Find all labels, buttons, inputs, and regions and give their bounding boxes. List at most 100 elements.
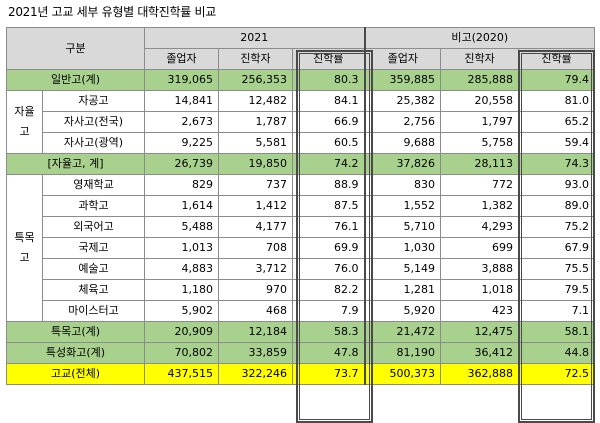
row-label: 체육고	[42, 279, 145, 301]
cell-rate-2021: 80.3	[291, 69, 366, 91]
cell-graduates-2020: 5,149	[363, 258, 442, 280]
table-row: 특목고(계) 20,909 12,184 58.3 21,472 12,475 58.1	[6, 321, 596, 343]
cell-entrants-2021: 256,353	[218, 69, 293, 91]
cell-rate-2020: 44.8	[518, 342, 596, 364]
table-row: 특성화고(계) 70,802 33,859 47.8 81,190 36,412 44.8	[6, 342, 596, 364]
row-label: 일반고(계)	[6, 69, 145, 91]
cell-rate-2021: 76.1	[291, 216, 366, 238]
cell-entrants-2021: 1,787	[218, 111, 293, 133]
table-row: 자사고(광역) 9,225 5,581 60.5 9,688 5,758 59.4	[7, 132, 596, 154]
cell-entrants-2020: 3,888	[440, 258, 520, 280]
cell-entrants-2020: 699	[440, 237, 520, 259]
cell-entrants-2021: 1,412	[218, 195, 293, 217]
cell-graduates-2020: 1,030	[363, 237, 442, 259]
table-row: 자율 고 자공고 14,841 12,482 84.1 25,382 20,558 81.0	[6, 90, 596, 154]
cell-entrants-2020: 20,558	[440, 90, 520, 112]
cell-graduates-2021: 20,909	[144, 321, 219, 343]
cell-graduates-2020: 359,885	[363, 69, 442, 91]
cell-rate-2021: 84.1	[291, 90, 366, 112]
cell-rate-2020: 89.0	[518, 195, 596, 217]
row-label: 과학고	[42, 195, 145, 217]
cell-entrants-2020: 772	[440, 174, 520, 196]
cell-graduates-2020: 5,920	[363, 300, 442, 322]
cell-entrants-2021: 5,581	[218, 132, 293, 154]
cell-graduates-2020: 37,826	[363, 153, 442, 175]
row-label: 자공고	[42, 90, 145, 112]
row-label: 자사고(전국)	[42, 111, 145, 133]
cell-graduates-2020: 21,472	[363, 321, 442, 343]
cell-graduates-2020: 25,382	[363, 90, 442, 112]
cell-entrants-2020: 362,888	[440, 363, 520, 385]
cell-entrants-2021: 970	[218, 279, 293, 301]
cell-entrants-2020: 1,018	[440, 279, 520, 301]
cell-rate-2020: 75.2	[518, 216, 596, 238]
cell-entrants-2020: 285,888	[440, 69, 520, 91]
cell-graduates-2021: 2,673	[144, 111, 219, 133]
cell-graduates-2021: 4,883	[144, 258, 219, 280]
row-label: 예술고	[42, 258, 145, 280]
cell-entrants-2020: 12,475	[440, 321, 520, 343]
header-entrants-2020: 진학자	[440, 48, 520, 70]
cell-graduates-2021: 437,515	[144, 363, 219, 385]
table-row: 고교(전체) 437,515 322,246 73.7 500,373 362,888 72…	[6, 363, 596, 385]
cell-rate-2021: 74.2	[291, 153, 366, 175]
cell-graduates-2021: 5,902	[144, 300, 219, 322]
cell-graduates-2021: 5,488	[144, 216, 219, 238]
cell-entrants-2021: 19,850	[218, 153, 293, 175]
cell-graduates-2020: 1,552	[363, 195, 442, 217]
group-label-jayul: 자율 고	[6, 90, 43, 154]
cell-graduates-2021: 1,013	[144, 237, 219, 259]
cell-graduates-2020: 2,756	[363, 111, 442, 133]
table-row: [자율고, 계] 26,739 19,850 74.2 37,826 28,113 74.3	[6, 153, 596, 175]
row-label: 영재학교	[42, 174, 145, 196]
cell-rate-2021: 87.5	[291, 195, 366, 217]
cell-graduates-2021: 1,614	[144, 195, 219, 217]
cell-entrants-2020: 28,113	[440, 153, 520, 175]
cell-entrants-2021: 3,712	[218, 258, 293, 280]
header-rate-2020: 진학률	[518, 48, 596, 70]
group-label-teukmok: 특목 고	[6, 174, 43, 322]
cell-graduates-2021: 829	[144, 174, 219, 196]
cell-rate-2020: 79.5	[518, 279, 596, 301]
cell-rate-2020: 72.5	[518, 363, 596, 385]
table-row: 일반고(계) 319,065 256,353 80.3 359,885 285,888 79…	[6, 69, 596, 91]
cell-graduates-2020: 81,190	[363, 342, 442, 364]
cell-entrants-2021: 737	[218, 174, 293, 196]
header-category: 구분	[6, 27, 145, 70]
cell-graduates-2021: 70,802	[144, 342, 219, 364]
cell-rate-2020: 93.0	[518, 174, 596, 196]
cell-rate-2021: 58.3	[291, 321, 366, 343]
row-label: 마이스터고	[42, 300, 145, 322]
cell-rate-2020: 59.4	[518, 132, 596, 154]
cell-rate-2020: 79.4	[518, 69, 596, 91]
table-row: 마이스터고 5,902 468 7.9 5,920 423 7.1	[7, 300, 596, 322]
cell-graduates-2020: 830	[363, 174, 442, 196]
cell-graduates-2020: 500,373	[363, 363, 442, 385]
cell-entrants-2020: 4,293	[440, 216, 520, 238]
cell-graduates-2021: 1,180	[144, 279, 219, 301]
row-label: 특목고(계)	[6, 321, 145, 343]
table-row: 특목 고 영재학교 829 737 88.9 830 772 93.0	[6, 174, 596, 322]
cell-rate-2021: 66.9	[291, 111, 366, 133]
header-year-2020: 비고(2020)	[363, 27, 596, 49]
cell-graduates-2020: 9,688	[363, 132, 442, 154]
cell-rate-2020: 81.0	[518, 90, 596, 112]
cell-entrants-2020: 423	[440, 300, 520, 322]
cell-entrants-2021: 12,184	[218, 321, 293, 343]
row-label: 국제고	[42, 237, 145, 259]
table-row: 자사고(전국) 2,673 1,787 66.9 2,756 1,797 65.2	[7, 111, 596, 133]
cell-rate-2021: 7.9	[291, 300, 366, 322]
cell-entrants-2021: 322,246	[218, 363, 293, 385]
header-year-2021: 2021	[143, 27, 366, 49]
row-label: 외국어고	[42, 216, 145, 238]
cell-rate-2020: 58.1	[518, 321, 596, 343]
header-graduates-2021: 졸업자	[144, 48, 219, 70]
cell-rate-2020: 7.1	[518, 300, 596, 322]
table-row: 국제고 1,013 708 69.9 1,030 699 67.9	[7, 237, 596, 259]
cell-rate-2021: 76.0	[291, 258, 366, 280]
cell-rate-2020: 75.5	[518, 258, 596, 280]
cell-rate-2020: 67.9	[518, 237, 596, 259]
cell-entrants-2021: 33,859	[218, 342, 293, 364]
cell-rate-2020: 74.3	[518, 153, 596, 175]
cell-entrants-2021: 468	[218, 300, 293, 322]
